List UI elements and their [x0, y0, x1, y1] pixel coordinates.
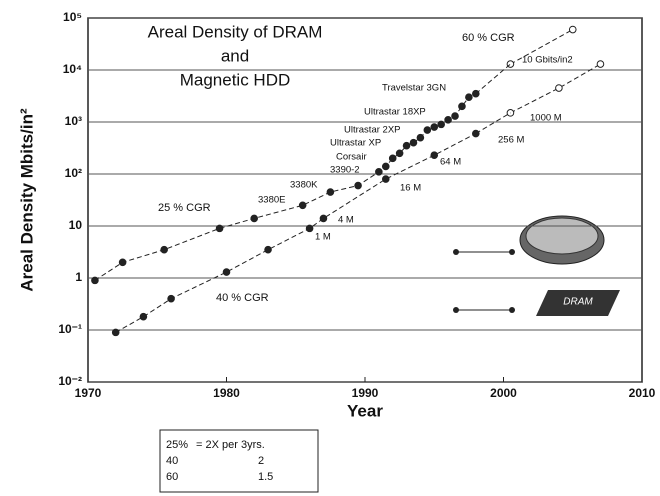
data-point	[409, 138, 418, 147]
trend-line	[510, 29, 573, 65]
annotation: Ultrastar 18XP	[364, 107, 426, 118]
x-tick-label: 2000	[490, 386, 517, 400]
data-point	[139, 312, 148, 321]
data-point	[451, 112, 459, 120]
trend-connector	[475, 112, 511, 134]
data-point	[430, 123, 439, 131]
note-cell: = 2X per 3yrs.	[196, 439, 265, 451]
chart-title: Areal Density of DRAM	[148, 22, 323, 41]
note-cell: 1.5	[258, 471, 273, 483]
y-tick-label: 1	[75, 270, 82, 284]
data-point	[354, 181, 362, 190]
y-tick-label: 10	[69, 218, 83, 232]
legend: DRAM	[453, 215, 620, 316]
y-axis-label: Areal Density Mbits/in²	[17, 108, 36, 292]
data-point	[250, 214, 258, 223]
note-cell: 40	[166, 455, 178, 467]
annotation: 4 M	[338, 215, 354, 226]
chart-title: Magnetic HDD	[180, 70, 291, 89]
annotation: 25 % CGR	[158, 202, 211, 214]
annotation: 60 % CGR	[462, 32, 515, 44]
data-point	[215, 224, 224, 233]
data-point	[395, 149, 404, 158]
y-tick-label: 10⁵	[63, 10, 82, 24]
annotation: 1000 M	[530, 113, 562, 124]
note-cell: 25%	[166, 439, 188, 451]
data-point	[444, 116, 452, 124]
annotation: 64 M	[440, 157, 461, 168]
note-cell: 60	[166, 471, 178, 483]
x-tick-label: 2010	[629, 386, 656, 400]
hdd-icon	[525, 217, 599, 255]
data-point	[458, 102, 466, 111]
data-point	[91, 276, 99, 285]
data-point	[319, 214, 328, 223]
plot-frame	[87, 17, 643, 383]
data-point	[305, 224, 314, 233]
data-point	[388, 154, 397, 163]
data-point	[167, 294, 175, 303]
data-point	[326, 188, 335, 196]
data-point	[596, 60, 605, 68]
x-tick-label: 1990	[352, 386, 379, 400]
data-point	[430, 151, 439, 159]
x-tick-label: 1980	[213, 386, 240, 400]
data-point	[222, 268, 231, 276]
data-point	[465, 93, 473, 101]
annotation: Ultrastar XP	[330, 138, 381, 149]
trend-line	[115, 133, 477, 333]
data-point	[381, 162, 390, 171]
annotation: 1 M	[315, 232, 331, 243]
legend-marker	[509, 307, 515, 313]
y-tick-label: 10³	[65, 114, 82, 128]
x-tick-label: 1970	[75, 386, 102, 400]
legend-marker	[453, 307, 459, 313]
legend-marker	[453, 249, 459, 255]
chart-title: and	[221, 46, 249, 65]
legend-marker	[509, 249, 515, 255]
data-point	[437, 120, 445, 129]
data-point	[118, 258, 127, 267]
data-point	[111, 328, 120, 337]
x-axis-label: Year	[347, 401, 383, 420]
annotation: 16 M	[400, 183, 421, 194]
y-tick-label: 10⁻¹	[58, 322, 82, 336]
annotation: 40 % CGR	[216, 292, 269, 304]
data-point	[423, 126, 432, 134]
y-tick-label: 10⁻²	[58, 374, 82, 388]
data-point	[568, 25, 577, 34]
data-point	[160, 245, 168, 254]
data-point	[381, 175, 390, 183]
annotation: Corsair	[336, 152, 367, 163]
data-point	[375, 168, 383, 176]
annotation: 3390-2	[330, 165, 360, 176]
y-tick-label: 10²	[65, 166, 82, 180]
dram-icon	[536, 290, 620, 316]
annotation: 3380K	[290, 180, 318, 191]
data-point	[555, 84, 563, 92]
chip-label: DRAM	[563, 297, 593, 308]
annotation: 256 M	[498, 135, 524, 146]
y-tick-label: 10⁴	[63, 62, 82, 76]
annotation: Ultrastar 2XP	[344, 125, 401, 136]
data-point	[298, 201, 307, 210]
annotation: 3380E	[258, 195, 285, 206]
note-cell: 2	[258, 455, 264, 467]
data-point	[264, 245, 272, 254]
data-point	[506, 109, 515, 117]
data-point	[416, 133, 425, 142]
data-point	[402, 141, 411, 150]
trend-connector	[475, 63, 511, 95]
note-box	[159, 429, 319, 493]
trend-line	[510, 63, 601, 114]
annotation: 10 Gbits/in2	[522, 55, 573, 66]
annotation: Travelstar 3GN	[382, 83, 446, 94]
